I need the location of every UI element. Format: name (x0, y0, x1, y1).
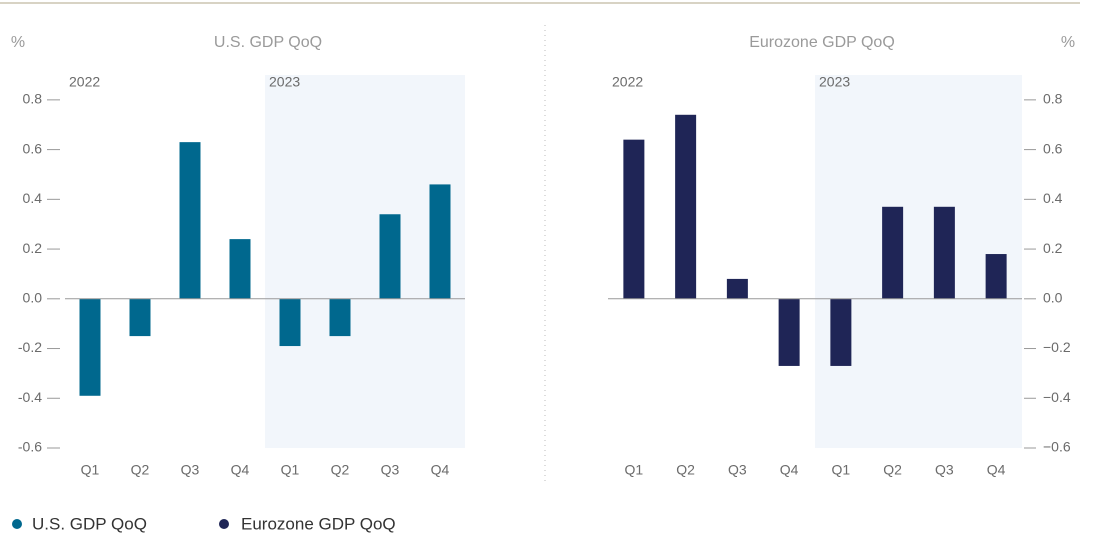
y-axis-label: % (11, 34, 25, 51)
group-label: 2023 (269, 74, 300, 90)
group-label: 2022 (69, 74, 100, 90)
group-label: 2023 (819, 74, 850, 90)
legend-label: U.S. GDP QoQ (32, 514, 147, 533)
bar (933, 206, 955, 299)
y-tick-label: -0.6 (18, 439, 42, 455)
bar (778, 298, 800, 366)
x-tick-label: Q4 (431, 462, 450, 478)
y-tick-label: −0.2 (1043, 339, 1071, 355)
y-tick-label: 0.0 (1043, 290, 1063, 306)
x-tick-label: Q3 (381, 462, 400, 478)
y-tick-label: 0.8 (23, 91, 43, 107)
x-tick-label: Q3 (728, 462, 747, 478)
y-tick-label: -0.2 (18, 339, 42, 355)
bar (329, 298, 351, 337)
y-tick-label: -0.4 (18, 389, 42, 405)
bar (830, 298, 852, 366)
y-tick-label: 0.2 (1043, 240, 1063, 256)
x-tick-label: Q2 (883, 462, 902, 478)
x-tick-label: Q3 (935, 462, 954, 478)
x-tick-label: Q1 (832, 462, 851, 478)
x-tick-label: Q4 (780, 462, 799, 478)
bar (675, 114, 697, 299)
x-tick-label: Q3 (181, 462, 200, 478)
bar (129, 298, 151, 337)
y-tick-label: 0.6 (1043, 140, 1063, 156)
y-tick-label: −0.4 (1043, 389, 1071, 405)
group-label: 2022 (612, 74, 643, 90)
y-tick-label: −0.6 (1043, 439, 1071, 455)
x-tick-label: Q2 (131, 462, 150, 478)
chart-title: Eurozone GDP QoQ (749, 34, 895, 51)
y-tick-label: 0.8 (1043, 91, 1063, 107)
bar (985, 254, 1007, 299)
legend-label: Eurozone GDP QoQ (241, 514, 396, 533)
legend-swatch (219, 519, 229, 529)
y-tick-label: 0.6 (23, 140, 43, 156)
bar (379, 214, 401, 299)
bar (882, 206, 904, 299)
y-tick-label: 0.2 (23, 240, 43, 256)
y-tick-label: 0.4 (23, 190, 43, 206)
bar (229, 239, 251, 299)
bar (179, 142, 201, 299)
x-tick-label: Q1 (625, 462, 644, 478)
chart-title: U.S. GDP QoQ (214, 34, 322, 51)
x-tick-label: Q1 (281, 462, 300, 478)
bar (429, 184, 451, 299)
y-tick-label: 0.4 (1043, 190, 1063, 206)
bar (79, 298, 101, 396)
y-axis-label: % (1061, 34, 1075, 51)
bar (623, 139, 645, 299)
bar (279, 298, 301, 347)
x-tick-label: Q4 (987, 462, 1006, 478)
y-tick-label: 0.0 (23, 290, 43, 306)
bar (726, 278, 748, 299)
x-tick-label: Q1 (81, 462, 100, 478)
x-tick-label: Q4 (231, 462, 250, 478)
x-tick-label: Q2 (331, 462, 350, 478)
legend-swatch (12, 519, 22, 529)
x-tick-label: Q2 (676, 462, 695, 478)
